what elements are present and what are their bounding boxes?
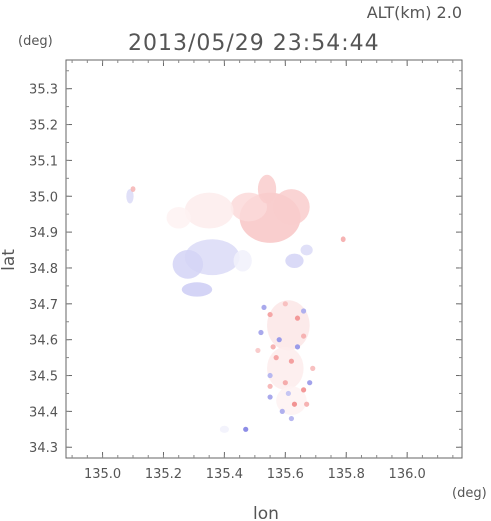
reflectivity-field bbox=[126, 174, 346, 433]
y-tick-label: 34.6 bbox=[29, 334, 58, 349]
echo-cell-7 bbox=[267, 372, 273, 379]
y-unit-label: (deg) bbox=[18, 34, 53, 49]
echo-cell-24 bbox=[267, 383, 273, 389]
y-tick-label: 34.8 bbox=[29, 262, 58, 277]
y-tick-label: 34.5 bbox=[29, 370, 58, 385]
y-tick-label: 35.3 bbox=[29, 83, 58, 98]
echo-cell-17 bbox=[282, 301, 288, 307]
echo-cell-13 bbox=[267, 394, 273, 400]
echo-cell-18 bbox=[294, 344, 301, 350]
echo-cell-11 bbox=[291, 401, 298, 407]
x-tick-label: 135.8 bbox=[328, 467, 365, 482]
echo-cell-4 bbox=[258, 329, 264, 336]
echo-cell-19 bbox=[270, 344, 276, 350]
x-tick-label: 135.6 bbox=[267, 467, 304, 482]
y-tick-label: 35.1 bbox=[29, 154, 58, 169]
echo-region-17 bbox=[276, 386, 307, 415]
echo-cell-5 bbox=[273, 355, 279, 361]
echo-region-10 bbox=[126, 189, 134, 204]
y-axis-label: lat bbox=[0, 249, 19, 271]
echo-region-1 bbox=[230, 192, 268, 222]
x-tick-label: 135.0 bbox=[84, 467, 121, 482]
echo-cell-6 bbox=[288, 358, 295, 364]
echo-cell-0 bbox=[267, 311, 273, 318]
echo-cell-14 bbox=[304, 401, 310, 407]
y-tick-label: 35.0 bbox=[29, 190, 58, 205]
plot-frame bbox=[65, 59, 463, 459]
y-tick-label: 34.9 bbox=[29, 226, 58, 241]
echo-cell-2 bbox=[294, 315, 301, 321]
echo-cell-1 bbox=[276, 337, 282, 343]
echo-cell-10 bbox=[307, 380, 313, 386]
echo-region-13 bbox=[285, 253, 304, 268]
echo-region-12 bbox=[340, 236, 346, 243]
echo-cell-12 bbox=[279, 408, 285, 414]
x-tick-label: 136.0 bbox=[389, 467, 426, 482]
echo-region-2 bbox=[273, 189, 310, 225]
y-tick-label: 34.7 bbox=[29, 298, 58, 313]
chart-timestamp: 2013/05/29 23:54:44 bbox=[128, 31, 380, 56]
echo-region-11 bbox=[130, 186, 136, 192]
echo-cell-20 bbox=[243, 426, 249, 432]
x-unit-label: (deg) bbox=[452, 486, 487, 501]
echo-region-9 bbox=[233, 250, 252, 272]
echo-cell-16 bbox=[261, 304, 267, 311]
echo-cell-9 bbox=[301, 387, 307, 393]
echo-region-4 bbox=[166, 207, 191, 229]
x-tick-label: 135.2 bbox=[145, 467, 182, 482]
echo-region-14 bbox=[300, 244, 313, 256]
axis-ticks: 135.0 135.2 135.4 135.6 135.8 136.0 34.3 34.4 34… bbox=[29, 60, 462, 482]
echo-cell-22 bbox=[255, 347, 261, 354]
y-tick-label: 34.4 bbox=[29, 405, 58, 420]
echo-cell-21 bbox=[310, 365, 316, 371]
echo-region-5 bbox=[257, 174, 277, 204]
echo-cell-15 bbox=[285, 390, 291, 397]
y-tick-label: 35.2 bbox=[29, 119, 58, 134]
echo-cell-3 bbox=[301, 333, 307, 339]
x-axis-label: lon bbox=[253, 504, 279, 521]
altitude-label: ALT(km) 2.0 bbox=[367, 3, 462, 22]
echo-region-15 bbox=[267, 300, 310, 351]
x-tick-label: 135.4 bbox=[206, 467, 243, 482]
y-tick-label: 34.3 bbox=[29, 441, 58, 456]
echo-region-3 bbox=[184, 192, 234, 229]
echo-cell-23 bbox=[288, 415, 295, 422]
echo-region-7 bbox=[172, 250, 204, 279]
echo-region-8 bbox=[181, 282, 213, 297]
echo-cell-25 bbox=[301, 308, 307, 314]
echo-region-18 bbox=[219, 425, 229, 433]
echo-cell-8 bbox=[282, 380, 288, 386]
